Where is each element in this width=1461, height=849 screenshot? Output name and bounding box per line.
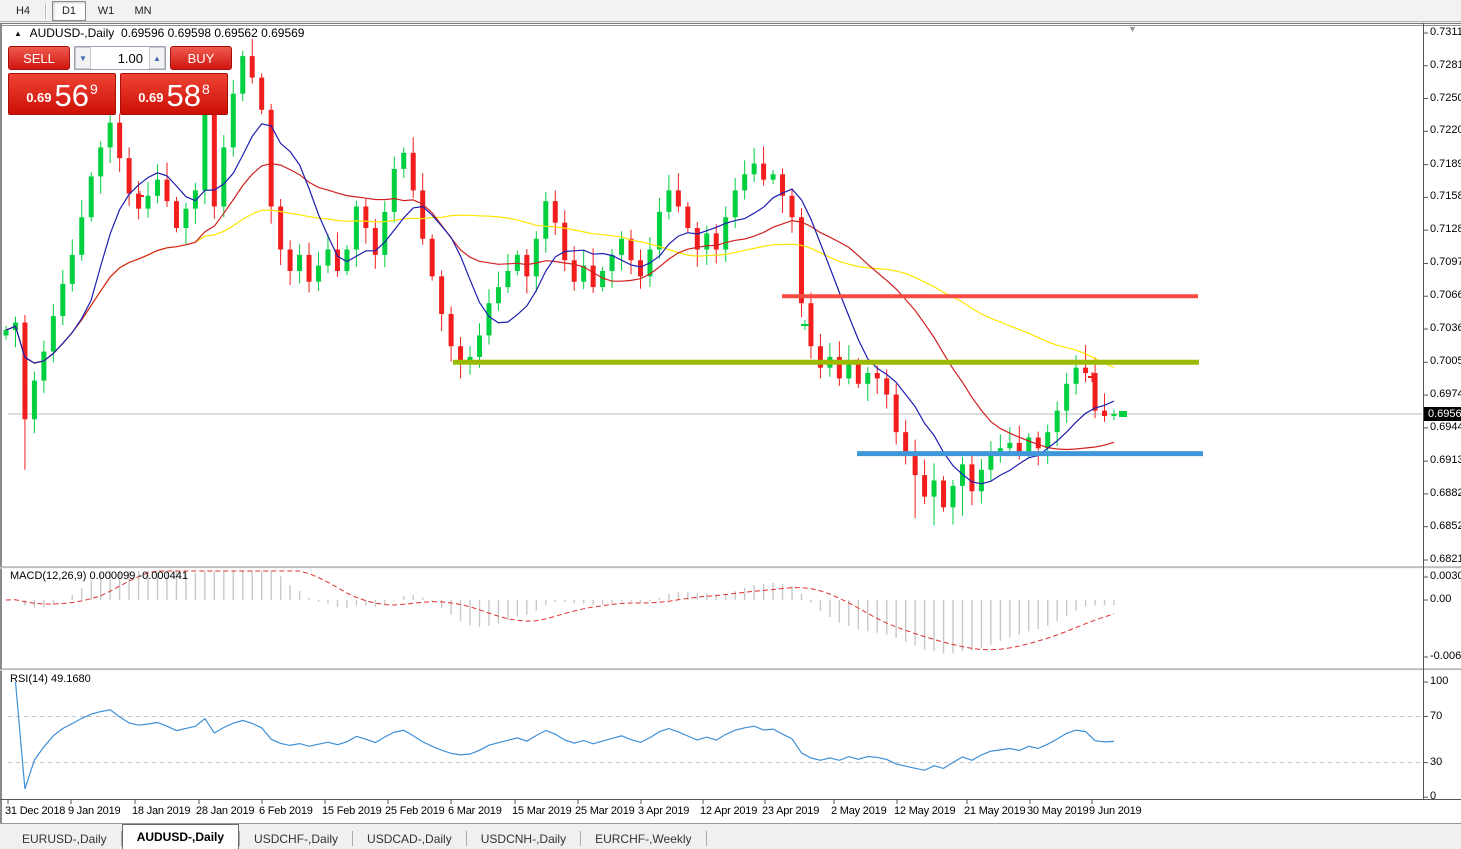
tab-separator [705,831,707,846]
chart-window[interactable] [0,23,1461,823]
sell-price-sup: 9 [90,81,98,97]
tab-usdchf[interactable]: USDCHF-,Daily [254,831,339,846]
buy-price-big: 58 [166,78,201,113]
buy-price-prefix: 0.69 [138,90,164,105]
tab-usdcad[interactable]: USDCAD-,Daily [367,831,452,846]
tab-eurchf[interactable]: EURCHF-,Weekly [595,831,692,846]
tab-separator [352,831,354,846]
volume-increase-icon[interactable]: ▲ [149,47,165,69]
sell-price-tile[interactable]: 0.69 56 9 [8,73,116,115]
tab-separator [239,831,241,846]
timeframe-button-mn[interactable]: MN [134,4,152,17]
timeframe-toolbar: H4 D1 W1 MN [0,0,1461,22]
chart-tab-bar: EURUSD-,Daily AUDUSD-,Daily USDCHF-,Daily U… [0,823,1461,849]
toolbar-separator [45,2,47,19]
tab-eurusd[interactable]: EURUSD-,Daily [22,831,107,846]
timeframe-button-d1[interactable]: D1 [52,0,86,21]
tab-audusd[interactable]: AUDUSD-,Daily [121,824,240,849]
buy-button[interactable]: BUY [170,46,232,70]
tab-separator [465,831,467,846]
sell-price-prefix: 0.69 [26,90,52,105]
volume-stepper: ▼ ▲ [74,46,166,70]
tab-usdcnh[interactable]: USDCNH-,Daily [480,831,567,846]
sell-price-big: 56 [54,78,89,113]
timeframe-button-w1[interactable]: W1 [97,4,115,17]
timeframe-button-h4[interactable]: H4 [15,4,31,17]
buy-price-sup: 8 [202,81,210,97]
volume-input[interactable] [91,47,149,69]
buy-price-tile[interactable]: 0.69 58 8 [120,73,228,115]
sell-button[interactable]: SELL [8,46,70,70]
tab-separator [120,831,122,846]
volume-decrease-icon[interactable]: ▼ [75,47,91,69]
tab-separator [580,831,582,846]
